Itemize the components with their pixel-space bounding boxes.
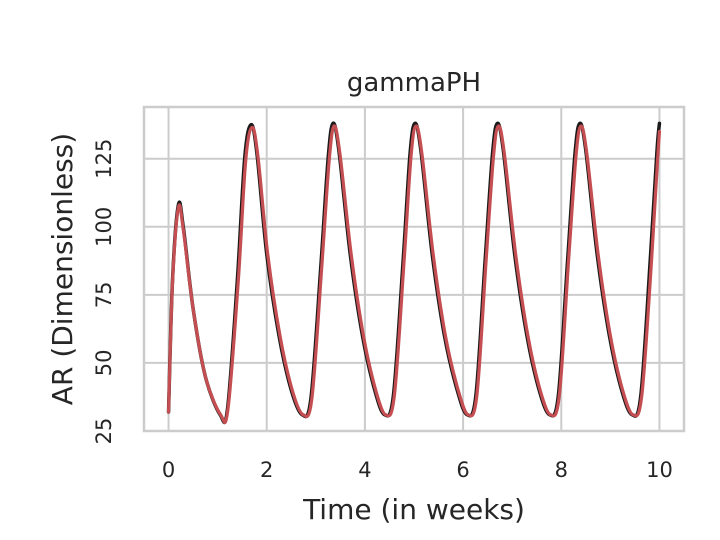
y-tick-label: 50 [92,350,116,377]
y-tick-label: 25 [92,418,116,445]
plot-frame [142,105,686,433]
x-tick-label: 4 [358,458,371,482]
x-tick-label: 6 [456,458,469,482]
series-line-1 [166,121,662,425]
x-tick-label: 10 [646,458,673,482]
grid [144,107,684,432]
y-axis-label: AR (Dimensionless) [46,133,79,405]
x-tick-label: 8 [555,458,568,482]
y-tick-label: 100 [92,207,116,247]
y-tick-label: 75 [92,281,116,308]
x-axis-label: Time (in weeks) [302,493,525,526]
x-tick-label: 0 [162,458,175,482]
x-axis: 0 2 4 6 8 10 [162,458,673,482]
x-tick-label: 2 [260,458,273,482]
series-layer [166,121,662,425]
y-axis: 25 50 75 100 125 [92,139,116,445]
y-tick-label: 125 [92,139,116,179]
series-line-2 [166,124,662,424]
chart-title: gammaPH [347,68,481,98]
